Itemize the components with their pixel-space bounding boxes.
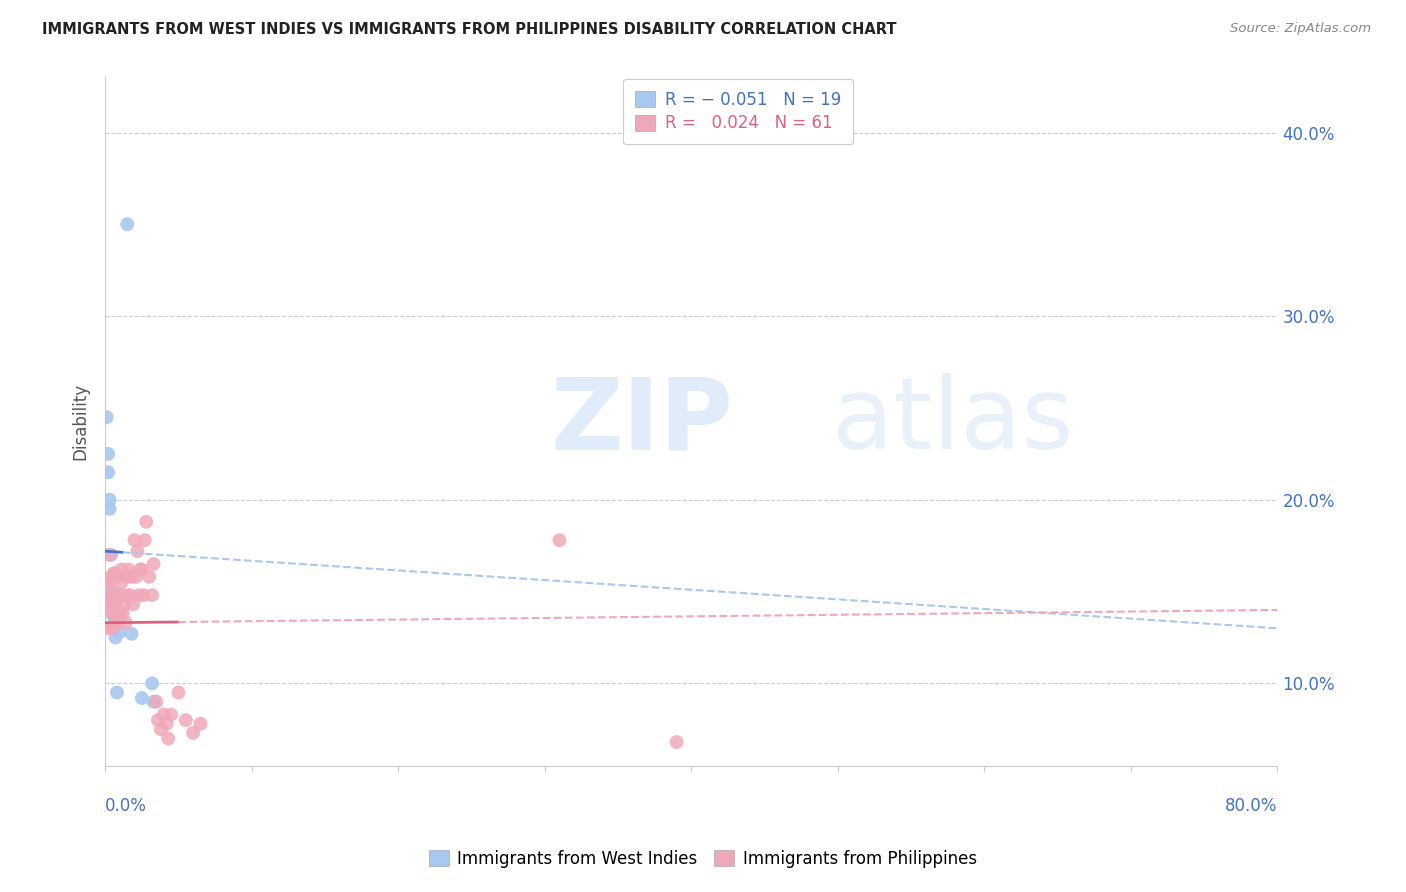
Point: [101, 588, 124, 602]
Point: [105, 615, 128, 630]
Point: [122, 598, 145, 612]
Point: [98, 492, 121, 507]
Text: ZIP: ZIP: [551, 373, 734, 470]
Point: [157, 731, 180, 746]
Point: [107, 588, 129, 602]
Point: [111, 588, 134, 602]
Point: [125, 570, 148, 584]
Point: [134, 533, 156, 548]
Point: [142, 557, 165, 571]
Legend: R = − 0.051   N = 19, R =   0.024   N = 61: R = − 0.051 N = 19, R = 0.024 N = 61: [623, 78, 853, 144]
Point: [131, 691, 153, 706]
Point: [103, 607, 125, 621]
Point: [105, 685, 128, 699]
Point: [103, 566, 125, 581]
Point: [132, 588, 155, 602]
Point: [665, 735, 688, 749]
Point: [100, 548, 122, 562]
Point: [190, 716, 212, 731]
Point: [138, 570, 160, 584]
Point: [104, 566, 127, 581]
Text: atlas: atlas: [832, 373, 1074, 470]
Text: 80.0%: 80.0%: [1225, 797, 1278, 814]
Point: [108, 624, 131, 639]
Point: [127, 544, 149, 558]
Point: [121, 570, 143, 584]
Point: [98, 598, 121, 612]
Text: IMMIGRANTS FROM WEST INDIES VS IMMIGRANTS FROM PHILIPPINES DISABILITY CORRELATIO: IMMIGRANTS FROM WEST INDIES VS IMMIGRANT…: [42, 22, 897, 37]
Point: [160, 707, 183, 722]
Point: [115, 570, 138, 584]
Point: [107, 607, 129, 621]
Y-axis label: Disability: Disability: [72, 384, 89, 460]
Point: [103, 588, 125, 602]
Point: [111, 607, 134, 621]
Point: [98, 575, 121, 590]
Point: [110, 562, 132, 576]
Point: [145, 695, 167, 709]
Point: [104, 593, 127, 607]
Point: [100, 598, 122, 612]
Point: [115, 217, 138, 231]
Point: [96, 410, 118, 425]
Point: [100, 598, 122, 612]
Point: [97, 447, 120, 461]
Point: [153, 707, 176, 722]
Point: [112, 598, 135, 612]
Point: [131, 562, 153, 576]
Point: [156, 716, 179, 731]
Point: [174, 713, 197, 727]
Point: [129, 562, 152, 576]
Point: [104, 631, 127, 645]
Point: [108, 588, 131, 602]
Point: [103, 593, 125, 607]
Point: [135, 515, 157, 529]
Point: [115, 588, 138, 602]
Point: [548, 533, 571, 548]
Point: [97, 603, 120, 617]
Point: [96, 621, 118, 635]
Point: [141, 588, 163, 602]
Text: Source: ZipAtlas.com: Source: ZipAtlas.com: [1230, 22, 1371, 36]
Point: [118, 562, 141, 576]
Point: [97, 575, 120, 590]
Point: [100, 570, 122, 584]
Point: [142, 695, 165, 709]
Point: [146, 713, 169, 727]
Point: [100, 588, 122, 602]
Point: [149, 723, 172, 737]
Point: [101, 608, 124, 623]
Point: [108, 607, 131, 621]
Point: [110, 575, 132, 590]
Point: [121, 627, 143, 641]
Point: [104, 615, 127, 630]
Legend: Immigrants from West Indies, Immigrants from Philippines: Immigrants from West Indies, Immigrants …: [422, 844, 984, 875]
Point: [98, 548, 121, 562]
Point: [128, 588, 150, 602]
Point: [114, 615, 136, 630]
Point: [141, 676, 163, 690]
Point: [97, 465, 120, 479]
Point: [101, 584, 124, 599]
Point: [101, 603, 124, 617]
Point: [124, 533, 146, 548]
Point: [167, 685, 190, 699]
Point: [98, 502, 121, 516]
Point: [101, 621, 124, 635]
Point: [181, 726, 204, 740]
Text: 0.0%: 0.0%: [105, 797, 148, 814]
Point: [105, 570, 128, 584]
Point: [120, 588, 142, 602]
Point: [105, 593, 128, 607]
